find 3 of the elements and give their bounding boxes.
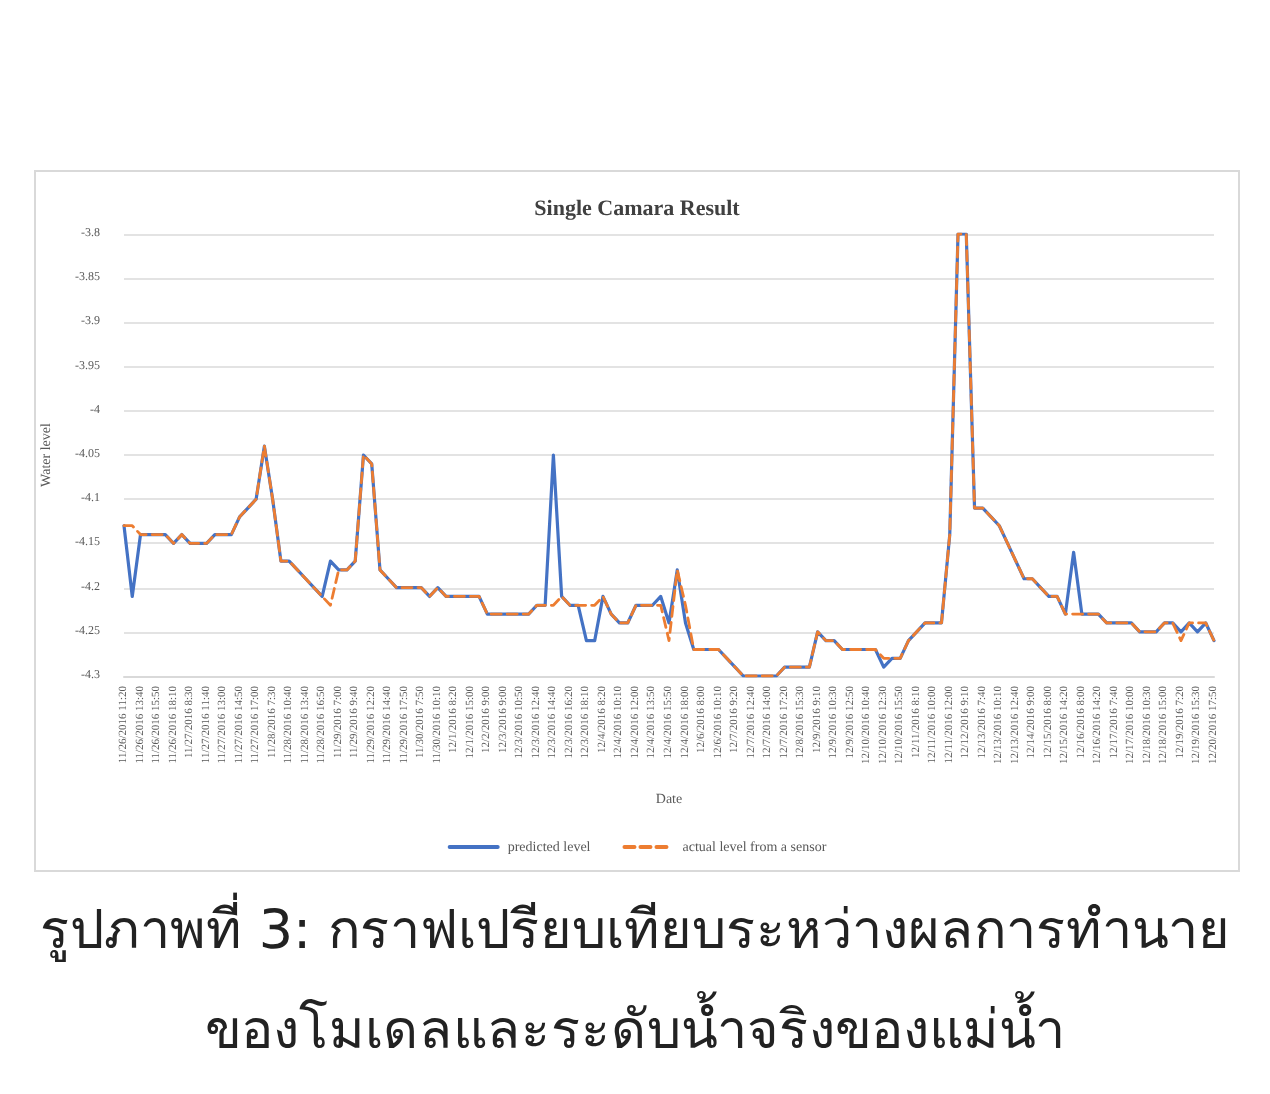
text: รูปภาพที่ 3: กราฟเปรียบเทียบระหว่างผลการทำนายของโมเดลและระดับน้ำจริงของแม่น้ำ: [37, 890, 1233, 1066]
chart-title: Single Camara Result: [534, 197, 741, 221]
line-series: [122, 232, 1216, 678]
